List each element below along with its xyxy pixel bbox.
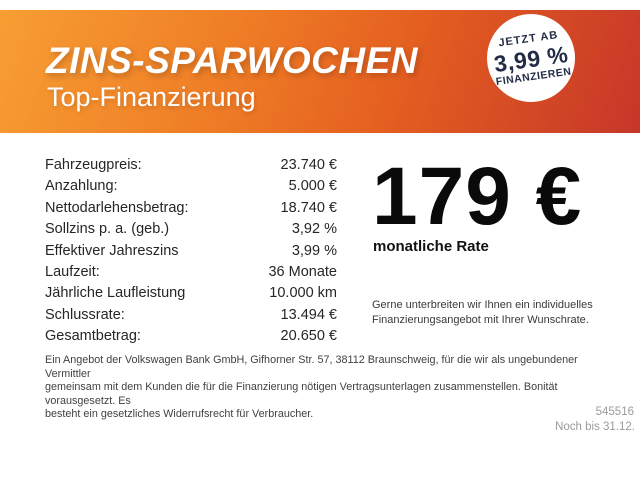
table-row: Jährliche Laufleistung 10.000 km (45, 283, 337, 304)
row-value: 5.000 € (288, 178, 337, 195)
individual-offer-note: Gerne unterbreiten wir Ihnen ein individ… (372, 298, 634, 327)
row-label: Sollzins p. a. (geb.) (45, 221, 170, 238)
table-row: Anzahlung: 5.000 € (45, 176, 337, 197)
row-label: Effektiver Jahreszins (45, 242, 179, 259)
rate-badge-content: JETZT AB 3,99 % FINANZIEREN (490, 29, 572, 88)
row-label: Schlussrate: (45, 306, 125, 323)
row-label: Fahrzeugpreis: (45, 157, 142, 173)
row-value: 3,99 % (291, 242, 337, 259)
note-line: Finanzierungsangebot mit Ihrer Wunschrat… (372, 313, 589, 326)
promo-banner: ZINS-SPARWOCHEN Top-Finanzierung JETZT A… (0, 10, 640, 133)
legal-line: Ein Angebot der Volkswagen Bank GmbH, Gi… (45, 354, 578, 380)
row-label: Gesamtbetrag: (45, 328, 141, 345)
row-label: Jährliche Laufleistung (45, 285, 186, 302)
validity-date: Noch bis 31.12. (555, 421, 635, 433)
monthly-rate-caption: monatliche Rate (373, 238, 489, 255)
financing-table: Fahrzeugpreis: 23.740 € Anzahlung: 5.000… (45, 155, 337, 348)
banner-title: ZINS-SPARWOCHEN (46, 40, 419, 81)
row-value: 23.740 € (280, 157, 337, 173)
table-row: Laufzeit: 36 Monate (45, 262, 337, 283)
rate-badge: JETZT AB 3,99 % FINANZIEREN (487, 14, 575, 102)
table-row: Nettodarlehensbetrag: 18.740 € (45, 198, 337, 219)
table-row: Gesamtbetrag: 20.650 € (45, 326, 337, 347)
row-label: Laufzeit: (45, 264, 100, 281)
table-row: Schlussrate: 13.494 € (45, 305, 337, 326)
row-value: 3,92 % (291, 221, 337, 238)
table-row: Effektiver Jahreszins 3,99 % (45, 241, 337, 262)
row-label: Anzahlung: (45, 178, 118, 195)
offer-code: 545516 (595, 406, 634, 418)
monthly-rate-amount: 179 € (372, 151, 583, 242)
legal-disclaimer: Ein Angebot der Volkswagen Bank GmbH, Gi… (45, 354, 620, 422)
row-value: 36 Monate (268, 264, 337, 281)
banner-subtitle: Top-Finanzierung (47, 82, 256, 112)
row-value: 20.650 € (280, 328, 337, 345)
row-value: 13.494 € (280, 306, 337, 323)
legal-line: besteht ein gesetzliches Widerrufsrecht … (45, 408, 314, 420)
legal-line: gemeinsam mit dem Kunden die für die Fin… (45, 381, 558, 407)
row-value: 10.000 km (269, 285, 337, 302)
table-row: Sollzins p. a. (geb.) 3,92 % (45, 219, 337, 240)
row-value: 18.740 € (280, 199, 337, 216)
row-label: Nettodarlehensbetrag: (45, 199, 189, 216)
table-row: Fahrzeugpreis: 23.740 € (45, 155, 337, 176)
note-line: Gerne unterbreiten wir Ihnen ein individ… (372, 299, 593, 311)
